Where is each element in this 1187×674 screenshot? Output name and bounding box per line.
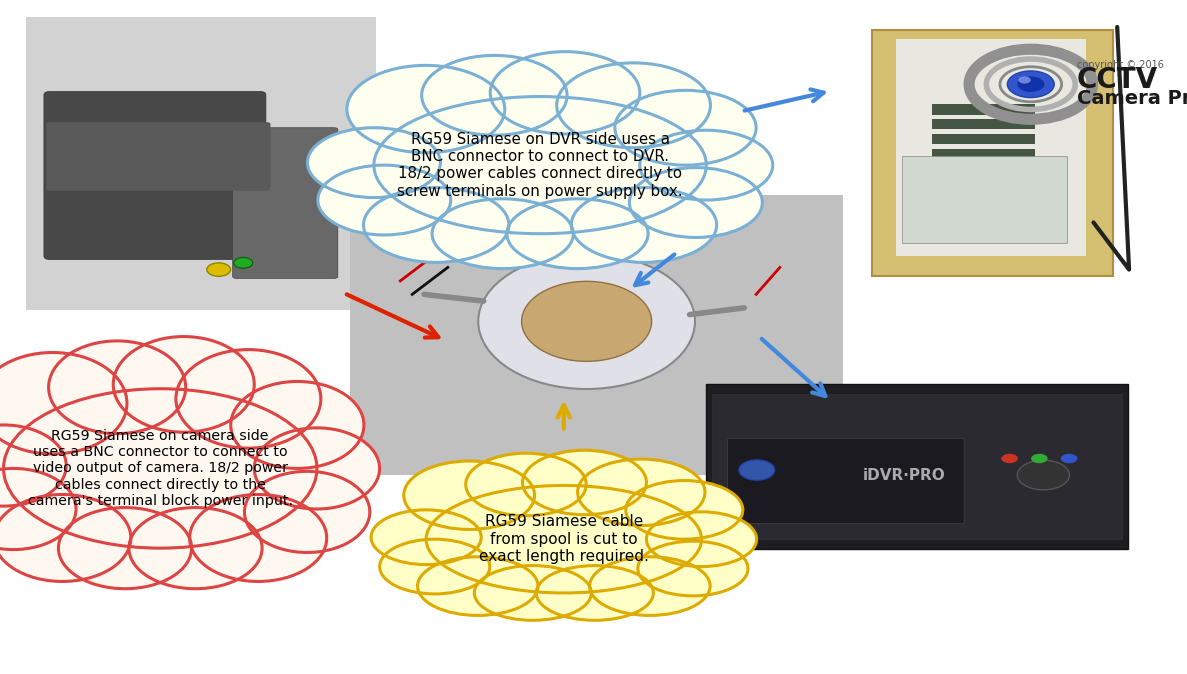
FancyBboxPatch shape xyxy=(932,208,1035,218)
Ellipse shape xyxy=(318,165,451,235)
Ellipse shape xyxy=(615,90,756,165)
Ellipse shape xyxy=(590,557,710,615)
FancyBboxPatch shape xyxy=(712,394,1122,539)
Ellipse shape xyxy=(372,510,481,565)
FancyBboxPatch shape xyxy=(872,30,1113,276)
FancyBboxPatch shape xyxy=(26,17,376,310)
Ellipse shape xyxy=(404,461,534,530)
Circle shape xyxy=(1017,77,1045,92)
Ellipse shape xyxy=(571,187,717,262)
FancyBboxPatch shape xyxy=(44,92,266,259)
FancyBboxPatch shape xyxy=(932,223,1035,233)
FancyBboxPatch shape xyxy=(728,438,964,524)
Ellipse shape xyxy=(626,481,743,539)
FancyBboxPatch shape xyxy=(932,149,1035,159)
Ellipse shape xyxy=(637,541,748,596)
FancyBboxPatch shape xyxy=(46,122,271,191)
Ellipse shape xyxy=(190,495,326,582)
Ellipse shape xyxy=(129,508,262,588)
Text: RG59 Siamese on camera side
uses a BNC connector to connect to
video output of c: RG59 Siamese on camera side uses a BNC c… xyxy=(27,429,293,508)
Ellipse shape xyxy=(521,281,652,361)
Ellipse shape xyxy=(490,52,640,134)
Ellipse shape xyxy=(421,55,567,135)
Circle shape xyxy=(1032,454,1048,463)
Ellipse shape xyxy=(537,565,653,620)
Ellipse shape xyxy=(49,341,185,433)
Ellipse shape xyxy=(374,96,706,234)
FancyBboxPatch shape xyxy=(706,384,1128,549)
Circle shape xyxy=(207,263,230,276)
FancyBboxPatch shape xyxy=(932,104,1035,115)
Text: RG59 Siamese on DVR side uses a
BNC connector to connect to DVR.
18/2 power cabl: RG59 Siamese on DVR side uses a BNC conn… xyxy=(398,131,683,199)
Circle shape xyxy=(1017,460,1069,490)
Ellipse shape xyxy=(0,468,76,549)
Ellipse shape xyxy=(418,557,538,615)
Ellipse shape xyxy=(475,565,591,620)
Ellipse shape xyxy=(465,453,586,516)
FancyBboxPatch shape xyxy=(896,38,1085,256)
Ellipse shape xyxy=(307,127,440,197)
Ellipse shape xyxy=(4,389,317,548)
Text: RG59 Siamese cable
from spool is cut to
exact length required.: RG59 Siamese cable from spool is cut to … xyxy=(478,514,649,564)
Circle shape xyxy=(740,460,775,480)
Ellipse shape xyxy=(507,199,648,269)
Ellipse shape xyxy=(347,65,504,152)
Circle shape xyxy=(1002,454,1018,463)
Ellipse shape xyxy=(478,253,696,389)
Ellipse shape xyxy=(0,495,131,582)
FancyBboxPatch shape xyxy=(350,195,843,475)
FancyBboxPatch shape xyxy=(233,127,338,278)
Ellipse shape xyxy=(176,350,320,448)
Ellipse shape xyxy=(0,353,127,454)
Ellipse shape xyxy=(363,187,509,262)
Ellipse shape xyxy=(0,425,66,506)
Ellipse shape xyxy=(432,199,573,269)
FancyBboxPatch shape xyxy=(932,179,1035,189)
Text: CCTV: CCTV xyxy=(1077,66,1159,94)
Text: copyright © 2016: copyright © 2016 xyxy=(1077,60,1164,70)
Circle shape xyxy=(1061,454,1078,463)
FancyBboxPatch shape xyxy=(825,13,1169,303)
Ellipse shape xyxy=(629,168,762,237)
Ellipse shape xyxy=(245,471,370,553)
Ellipse shape xyxy=(230,381,364,468)
Ellipse shape xyxy=(254,428,380,509)
Circle shape xyxy=(234,257,253,268)
Ellipse shape xyxy=(58,508,191,588)
FancyBboxPatch shape xyxy=(932,164,1035,174)
Ellipse shape xyxy=(640,130,773,200)
Circle shape xyxy=(1018,77,1030,84)
Ellipse shape xyxy=(426,485,702,593)
FancyBboxPatch shape xyxy=(932,119,1035,129)
FancyBboxPatch shape xyxy=(902,156,1067,243)
Ellipse shape xyxy=(578,459,705,526)
FancyBboxPatch shape xyxy=(932,134,1035,144)
Text: Camera Pros: Camera Pros xyxy=(1077,90,1187,109)
Ellipse shape xyxy=(522,450,647,515)
Ellipse shape xyxy=(113,336,254,432)
Ellipse shape xyxy=(380,539,490,594)
FancyBboxPatch shape xyxy=(932,193,1035,204)
Circle shape xyxy=(1008,71,1054,98)
Ellipse shape xyxy=(647,512,756,567)
Ellipse shape xyxy=(557,63,710,148)
Text: iDVR·PRO: iDVR·PRO xyxy=(863,468,946,483)
